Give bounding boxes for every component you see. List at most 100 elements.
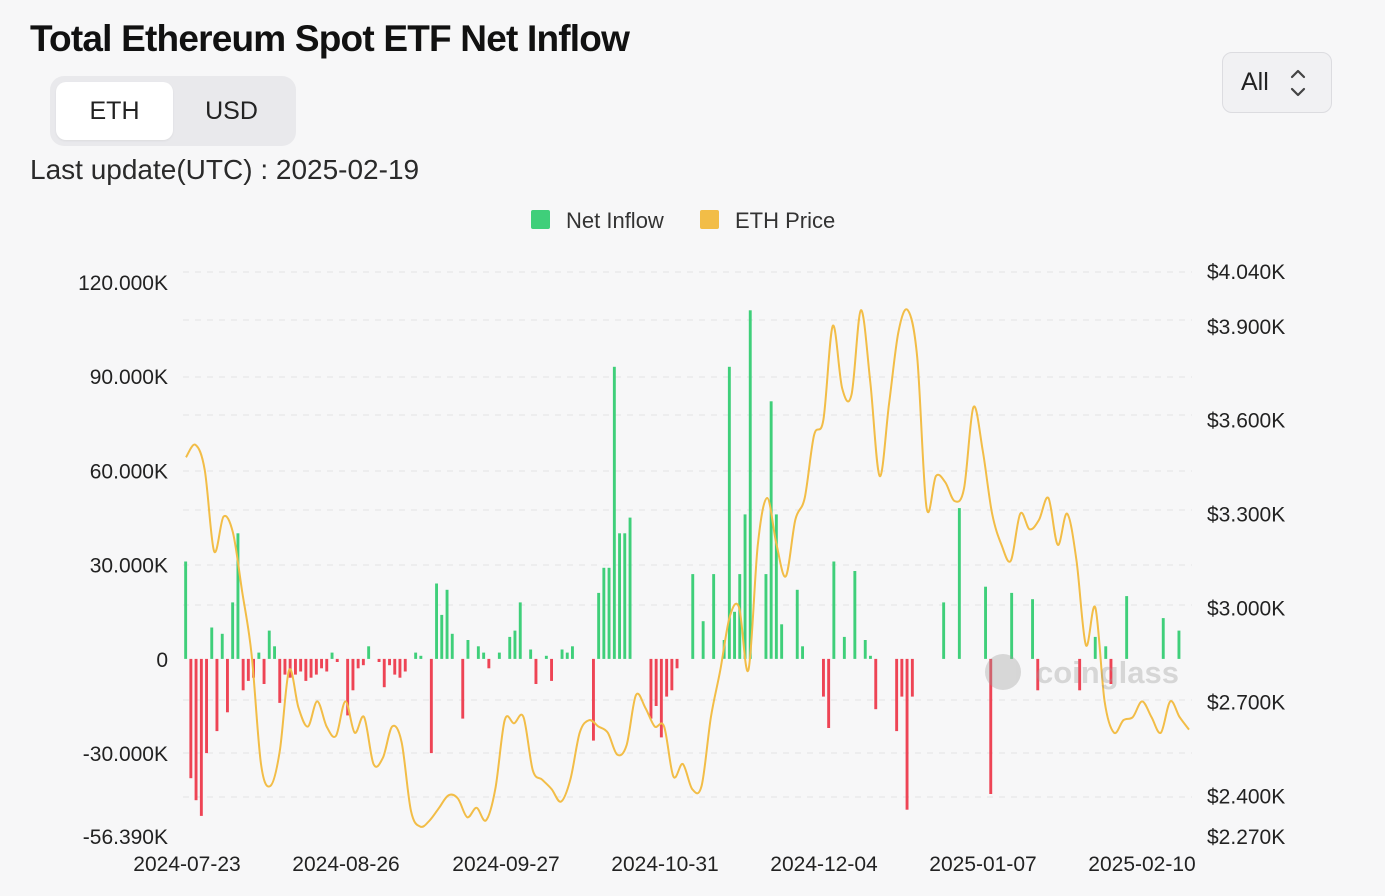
inflow-bar-negative [822, 658, 825, 697]
x-tick-label: 2025-01-07 [929, 853, 1036, 876]
inflow-bar-negative [895, 658, 899, 732]
inflow-bar-positive [571, 646, 574, 659]
inflow-bar-positive [628, 517, 632, 659]
inflow-bar-positive [743, 514, 747, 659]
inflow-bar-positive [769, 401, 773, 659]
inflow-bar-negative [356, 658, 360, 669]
y-left-tick-label: -56.390K [83, 826, 168, 849]
inflow-bar-positive [1104, 646, 1108, 659]
inflow-bar-positive [184, 561, 188, 659]
x-tick-label: 2024-08-26 [292, 853, 399, 876]
inflow-bar-negative [398, 658, 402, 678]
inflow-bar-positive [597, 592, 601, 659]
inflow-bar-negative [1109, 658, 1113, 684]
last-update-value: 2025-02-19 [275, 154, 420, 185]
inflow-bar-negative [403, 658, 407, 672]
last-update-label: Last update(UTC) : [30, 154, 276, 185]
inflow-bar-negative [262, 658, 266, 684]
legend-label: Net Inflow [566, 208, 664, 233]
inflow-bar-negative [304, 658, 308, 681]
x-tick-label: 2025-02-10 [1088, 853, 1195, 876]
inflow-bar-negative [377, 658, 381, 662]
time-range-select[interactable]: All [1222, 52, 1332, 113]
inflow-bar-positive [842, 636, 846, 659]
inflow-bar-positive [236, 533, 240, 659]
inflow-bar-positive [440, 614, 444, 659]
y-right-tick-label: $3.600K [1207, 410, 1285, 433]
y-right-tick-label: $3.000K [1207, 598, 1285, 621]
legend-label: ETH Price [735, 208, 835, 233]
inflow-bar-positive [450, 633, 454, 659]
inflow-bar-positive [618, 533, 621, 659]
x-tick-label: 2024-07-23 [133, 853, 240, 876]
inflow-bar-positive [518, 602, 522, 659]
eth-price-line [185, 308, 1190, 828]
inflow-bar-negative [309, 658, 313, 678]
inflow-bar-negative [194, 658, 198, 801]
toggle-usd[interactable]: USD [205, 96, 258, 125]
inflow-bar-positive [1161, 618, 1165, 659]
gridlines [183, 271, 1192, 798]
y-left-tick-label: 60.000K [90, 460, 168, 483]
inflow-bar-positive [748, 310, 752, 659]
inflow-bar-positive [560, 649, 564, 659]
inflow-bar-positive [612, 366, 616, 659]
inflow-bar-positive [701, 621, 705, 659]
inflow-bar-positive [691, 574, 695, 659]
inflow-bar-negative [314, 658, 318, 675]
inflow-bar-negative [461, 658, 465, 719]
inflow-bar-negative [550, 658, 553, 681]
time-range-value: All [1241, 68, 1269, 96]
inflow-bar-negative [361, 658, 365, 666]
inflow-bar-positive [529, 649, 533, 659]
inflow-bar-negative [900, 658, 904, 697]
inflow-bar-negative [989, 658, 993, 794]
inflow-bar-positive [764, 574, 768, 659]
y-right-tick-label: $2.270K [1207, 826, 1285, 849]
inflow-bar-negative [1078, 658, 1082, 691]
y-right-tick-label: $3.300K [1207, 504, 1285, 527]
inflow-bar-negative [335, 658, 339, 662]
inflow-bar-positive [853, 571, 857, 659]
page-title: Total Ethereum Spot ETF Net Inflow [30, 18, 630, 59]
inflow-bar-negative [393, 658, 397, 675]
inflow-bar-negative [299, 658, 303, 672]
y-left-tick-label: 30.000K [90, 555, 168, 578]
inflow-bar-negative [205, 658, 208, 754]
inflow-bar-positive [414, 652, 418, 659]
y-right-tick-label: $4.040K [1207, 261, 1285, 284]
toggle-eth[interactable]: ETH [56, 82, 173, 140]
inflow-bar-positive [367, 646, 371, 659]
inflow-bar-negative [325, 658, 329, 672]
inflow-bar-positive [508, 636, 512, 659]
inflow-bar-positive [497, 652, 501, 659]
inflow-bar-positive [957, 508, 961, 659]
inflow-bar-positive [712, 574, 716, 659]
inflow-bar-positive [482, 652, 486, 659]
inflow-bar-negative [665, 658, 669, 697]
inflow-bar-positive [466, 640, 470, 659]
inflow-bar-positive [607, 567, 611, 659]
inflow-bar-positive [273, 646, 276, 659]
inflow-bar-positive [869, 655, 872, 659]
y-left-tick-label: -30.000K [83, 743, 168, 766]
inflow-bar-negative [905, 658, 909, 810]
inflow-bar-positive [257, 652, 261, 659]
inflow-bar-negative [241, 658, 245, 691]
inflow-bar-negative [278, 658, 282, 703]
inflow-bar-negative [1036, 658, 1040, 691]
inflow-bar-negative [675, 658, 679, 669]
coinglass-watermark: coinglass [985, 654, 1179, 690]
coinglass-logo-icon [985, 654, 1021, 690]
inflow-bar-negative [592, 658, 595, 741]
inflow-bar-negative [283, 658, 287, 675]
inflow-bar-positive [435, 583, 438, 659]
inflow-bar-positive [231, 602, 235, 659]
watermark-text: coinglass [1036, 655, 1179, 690]
inflow-bar-positive [330, 652, 334, 659]
inflow-bar-positive [774, 514, 778, 659]
inflow-bar-negative [226, 658, 229, 713]
inflow-bar-positive [602, 567, 606, 659]
inflow-bar-positive [795, 589, 799, 659]
inflow-bar-negative [346, 658, 350, 716]
